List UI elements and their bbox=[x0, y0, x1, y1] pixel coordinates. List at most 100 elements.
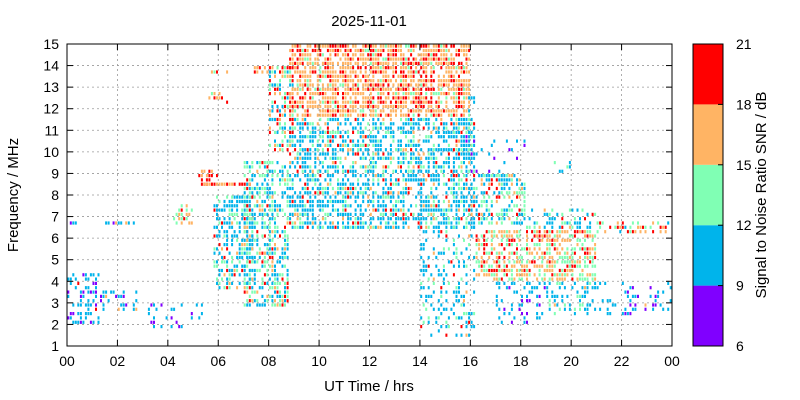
snr-cell bbox=[304, 92, 307, 96]
snr-cell bbox=[563, 286, 566, 290]
snr-cell bbox=[556, 234, 559, 238]
snr-cell bbox=[374, 44, 377, 48]
snr-cell bbox=[284, 130, 286, 134]
snr-cell bbox=[284, 100, 286, 104]
snr-cell bbox=[589, 247, 592, 251]
snr-cell bbox=[463, 161, 465, 165]
snr-cell bbox=[452, 169, 455, 173]
snr-cell bbox=[536, 277, 539, 281]
snr-cell bbox=[331, 156, 334, 160]
snr-cell bbox=[518, 212, 521, 216]
snr-cell bbox=[465, 312, 468, 316]
snr-cell bbox=[405, 83, 407, 87]
snr-cell bbox=[243, 221, 246, 225]
snr-cell bbox=[624, 290, 627, 294]
snr-cell bbox=[286, 182, 289, 186]
snr-cell bbox=[306, 113, 309, 117]
snr-cell bbox=[354, 48, 357, 53]
snr-cell bbox=[213, 208, 216, 212]
snr-cell bbox=[180, 217, 183, 221]
snr-cell bbox=[284, 225, 286, 229]
snr-cell bbox=[286, 104, 289, 109]
snr-cell bbox=[468, 152, 471, 156]
snr-cell bbox=[236, 255, 239, 260]
snr-cell bbox=[349, 57, 352, 61]
snr-cell bbox=[132, 221, 135, 225]
snr-cell bbox=[319, 191, 322, 195]
snr-cell bbox=[180, 208, 183, 212]
snr-cell bbox=[478, 174, 481, 178]
snr-cell bbox=[460, 165, 463, 169]
snr-cell bbox=[180, 325, 183, 329]
snr-cell bbox=[79, 290, 82, 294]
snr-cell bbox=[331, 161, 334, 165]
snr-cell bbox=[516, 139, 518, 143]
snr-cell bbox=[231, 221, 234, 225]
snr-cell bbox=[354, 70, 357, 74]
snr-cell bbox=[629, 303, 632, 307]
snr-cell bbox=[271, 238, 274, 242]
snr-cell bbox=[422, 303, 425, 307]
snr-cell bbox=[284, 255, 286, 260]
snr-cell bbox=[276, 212, 279, 216]
snr-cell bbox=[309, 83, 312, 87]
snr-cell bbox=[349, 169, 352, 173]
snr-cell bbox=[402, 74, 405, 78]
snr-cell bbox=[473, 169, 476, 173]
snr-cell bbox=[321, 186, 324, 191]
snr-cell bbox=[450, 66, 453, 70]
snr-cell bbox=[526, 234, 528, 238]
snr-cell bbox=[389, 148, 392, 152]
snr-cell bbox=[465, 126, 468, 130]
snr-cell bbox=[510, 273, 513, 277]
snr-cell bbox=[407, 143, 410, 147]
snr-cell bbox=[331, 117, 334, 122]
snr-cell bbox=[268, 195, 271, 199]
snr-cell bbox=[412, 92, 415, 96]
snr-cell bbox=[470, 169, 473, 173]
snr-cell bbox=[392, 182, 395, 186]
snr-cell bbox=[616, 225, 619, 229]
snr-cell bbox=[445, 57, 448, 61]
snr-cell bbox=[541, 277, 544, 281]
snr-cell bbox=[558, 268, 561, 273]
snr-cell bbox=[384, 113, 387, 117]
snr-cell bbox=[490, 234, 493, 238]
snr-cell bbox=[508, 186, 511, 191]
snr-cell bbox=[274, 290, 276, 294]
snr-cell bbox=[324, 195, 327, 199]
snr-cell bbox=[591, 255, 594, 260]
snr-cell bbox=[329, 83, 332, 87]
snr-cell bbox=[268, 255, 271, 260]
snr-cell bbox=[153, 320, 155, 324]
snr-cell bbox=[382, 66, 385, 70]
snr-cell bbox=[495, 195, 498, 199]
snr-cell bbox=[231, 260, 234, 264]
snr-cell bbox=[425, 204, 428, 208]
snr-cell bbox=[397, 104, 400, 109]
snr-cell bbox=[369, 130, 372, 134]
snr-cell bbox=[521, 255, 523, 260]
snr-cell bbox=[364, 156, 367, 160]
snr-cell bbox=[319, 130, 322, 134]
snr-cell bbox=[407, 165, 410, 169]
snr-cell bbox=[309, 204, 312, 208]
snr-cell bbox=[324, 109, 327, 113]
snr-cell bbox=[503, 307, 506, 311]
snr-cell bbox=[279, 92, 281, 96]
snr-cell bbox=[397, 161, 400, 165]
snr-cell bbox=[458, 264, 460, 268]
snr-cell bbox=[389, 161, 392, 165]
snr-cell bbox=[274, 303, 276, 307]
snr-cell bbox=[400, 217, 402, 221]
snr-cell bbox=[334, 156, 337, 160]
snr-cell bbox=[447, 156, 450, 160]
snr-cell bbox=[460, 277, 463, 281]
snr-cell bbox=[266, 204, 269, 208]
snr-cell bbox=[584, 286, 586, 290]
snr-cell bbox=[314, 61, 317, 65]
snr-cell bbox=[455, 225, 458, 229]
snr-cell bbox=[458, 48, 460, 53]
snr-cell bbox=[261, 217, 264, 221]
snr-cell bbox=[470, 234, 473, 238]
